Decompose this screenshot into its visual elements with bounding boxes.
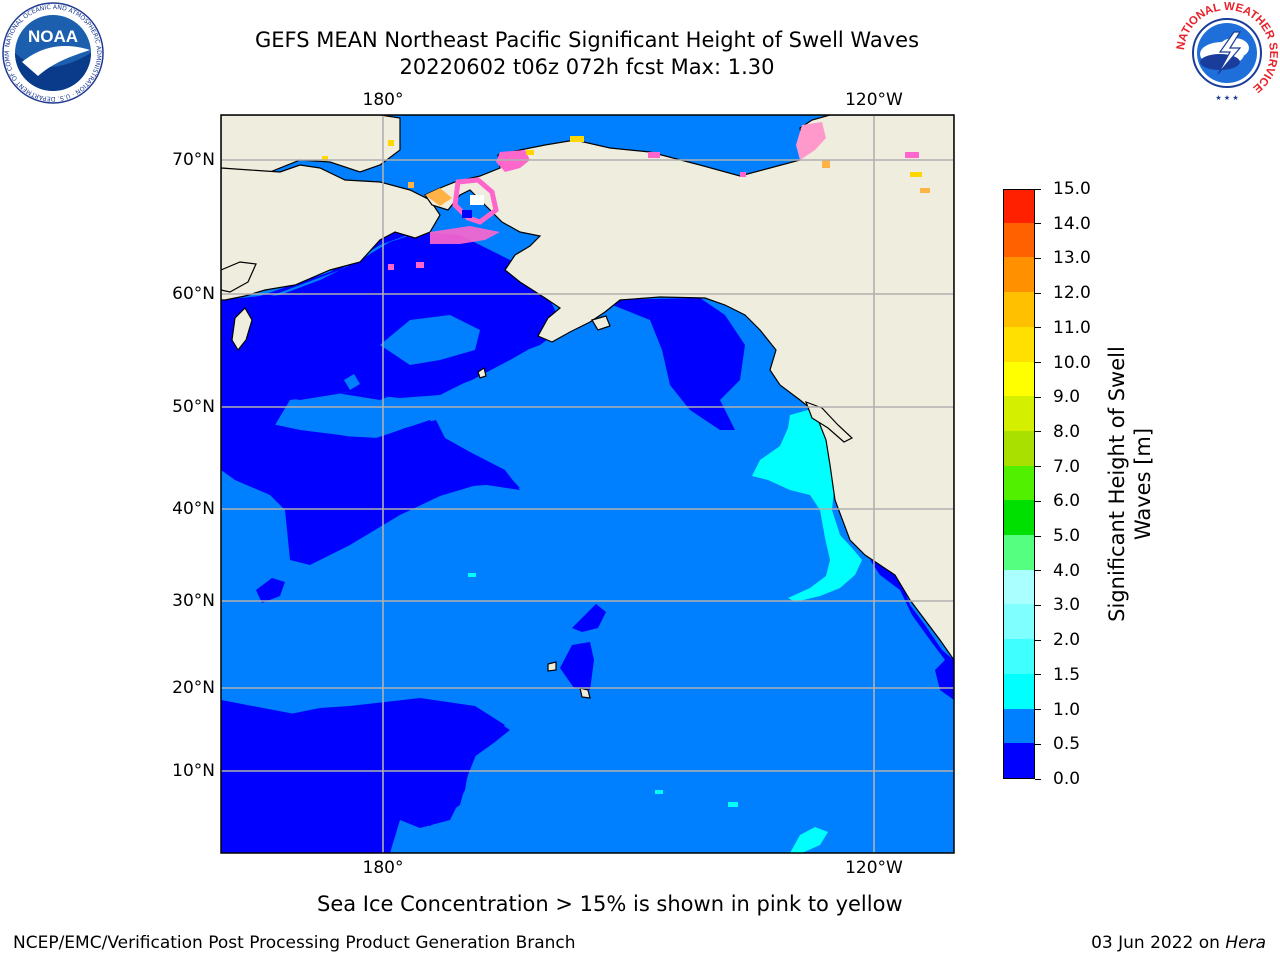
colorbar-segment xyxy=(1004,499,1034,536)
colorbar-tick xyxy=(1035,466,1041,468)
colorbar-segment xyxy=(1004,395,1034,431)
colorbar-tick-label: 5.0 xyxy=(1053,526,1081,547)
map-frame xyxy=(220,114,955,854)
colorbar-tick-label: 10.0 xyxy=(1053,352,1091,373)
colorbar-segment xyxy=(1004,361,1034,397)
colorbar-tick-label: 7.0 xyxy=(1053,456,1081,477)
nws-logo: NATIONAL WEATHER SERVICE ★ ★ ★ xyxy=(1176,2,1278,102)
lat-label-40n: 40°N xyxy=(172,499,215,519)
sea-ice xyxy=(322,122,930,270)
footer-credit: NCEP/EMC/Verification Post Processing Pr… xyxy=(13,933,576,953)
colorbar-segment xyxy=(1004,326,1034,362)
land xyxy=(221,115,954,699)
noaa-logo-text: NOAA xyxy=(28,27,78,46)
colorbar-segment xyxy=(1004,190,1034,223)
colorbar-tick-label: 1.5 xyxy=(1053,664,1081,685)
colorbar-tick xyxy=(1035,570,1041,572)
colorbar-segment xyxy=(1004,430,1034,466)
colorbar-tick xyxy=(1035,604,1041,606)
colorbar xyxy=(1003,189,1035,779)
colorbar-label: Significant Height of Swell Waves [m] xyxy=(1105,346,1155,622)
colorbar-segment xyxy=(1004,569,1034,605)
swell-field-0.5-1.0-bering xyxy=(380,315,480,365)
lon-label-top-120w: 120°W xyxy=(845,90,903,110)
colorbar-segment xyxy=(1004,256,1034,293)
colorbar-segment xyxy=(1004,603,1034,640)
colorbar-tick-label: 12.0 xyxy=(1053,283,1091,304)
colorbar-segment xyxy=(1004,534,1034,570)
colorbar-tick xyxy=(1035,223,1041,225)
colorbar-tick xyxy=(1035,396,1041,398)
colorbar-tick-label: 15.0 xyxy=(1053,179,1091,199)
colorbar-segment xyxy=(1004,291,1034,327)
colorbar-tick-label: 13.0 xyxy=(1053,248,1091,269)
colorbar-tick-label: 0.5 xyxy=(1053,734,1081,755)
colorbar-tick xyxy=(1035,639,1041,641)
colorbar-tick xyxy=(1035,709,1041,711)
colorbar-segment xyxy=(1004,465,1034,501)
colorbar-tick-label: 8.0 xyxy=(1053,421,1081,442)
colorbar-tick-label: 4.0 xyxy=(1053,560,1081,581)
nws-stars-icon: ★ ★ ★ xyxy=(1215,94,1238,102)
swell-patch xyxy=(344,374,360,390)
footer-host: Hera xyxy=(1225,933,1266,953)
colorbar-tick-label: 6.0 xyxy=(1053,491,1081,512)
colorbar-segment xyxy=(1004,673,1034,709)
colorbar-tick-label: 14.0 xyxy=(1053,213,1091,234)
map-title: GEFS MEAN Northeast Pacific Significant … xyxy=(254,28,920,52)
graticule xyxy=(221,115,954,853)
lat-label-50n: 50°N xyxy=(172,397,215,417)
swell-field-0-0.5 xyxy=(221,230,954,853)
noaa-logo: NOAA NATIONAL OCEANIC AND ATMOSPHERIC AD… xyxy=(2,2,104,104)
colorbar-tick xyxy=(1035,188,1041,190)
colorbar-tick xyxy=(1035,292,1041,294)
lon-label-bottom-120w: 120°W xyxy=(845,858,903,878)
lon-label-top-180: 180° xyxy=(362,90,404,110)
lat-label-60n: 60°N xyxy=(172,284,215,304)
colorbar-tick xyxy=(1035,778,1041,780)
lon-label-bottom-180: 180° xyxy=(362,858,404,878)
colorbar-segment xyxy=(1004,222,1034,258)
colorbar-segment xyxy=(1004,638,1034,674)
lat-label-70n: 70°N xyxy=(172,150,215,170)
colorbar-tick xyxy=(1035,674,1041,676)
colorbar-tick-label: 9.0 xyxy=(1053,387,1081,408)
sea-ice-note: Sea Ice Concentration > 15% is shown in … xyxy=(317,892,903,916)
colorbar-tick xyxy=(1035,257,1041,259)
colorbar-tick xyxy=(1035,431,1041,433)
colorbar-segment xyxy=(1004,742,1034,778)
map-subtitle: 20220602 t06z 072h fcst Max: 1.30 xyxy=(399,55,775,79)
colorbar-tick-label: 3.0 xyxy=(1053,595,1081,616)
lat-label-20n: 20°N xyxy=(172,678,215,698)
colorbar-tick-label: 2.0 xyxy=(1053,630,1081,651)
colorbar-segment xyxy=(1004,708,1034,744)
colorbar-tick xyxy=(1035,327,1041,329)
colorbar-tick-label: 1.0 xyxy=(1053,699,1081,720)
lat-label-10n: 10°N xyxy=(172,761,215,781)
colorbar-tick xyxy=(1035,743,1041,745)
footer-date: 03 Jun 2022 on Hera xyxy=(1091,932,1266,954)
colorbar-tick-label: 0.0 xyxy=(1053,769,1081,789)
colorbar-tick xyxy=(1035,535,1041,537)
colorbar-tick xyxy=(1035,500,1041,502)
lat-label-30n: 30°N xyxy=(172,591,215,611)
colorbar-tick xyxy=(1035,362,1041,364)
footer-date-text: 03 Jun 2022 on xyxy=(1091,933,1226,953)
colorbar-tick-label: 11.0 xyxy=(1053,317,1091,338)
